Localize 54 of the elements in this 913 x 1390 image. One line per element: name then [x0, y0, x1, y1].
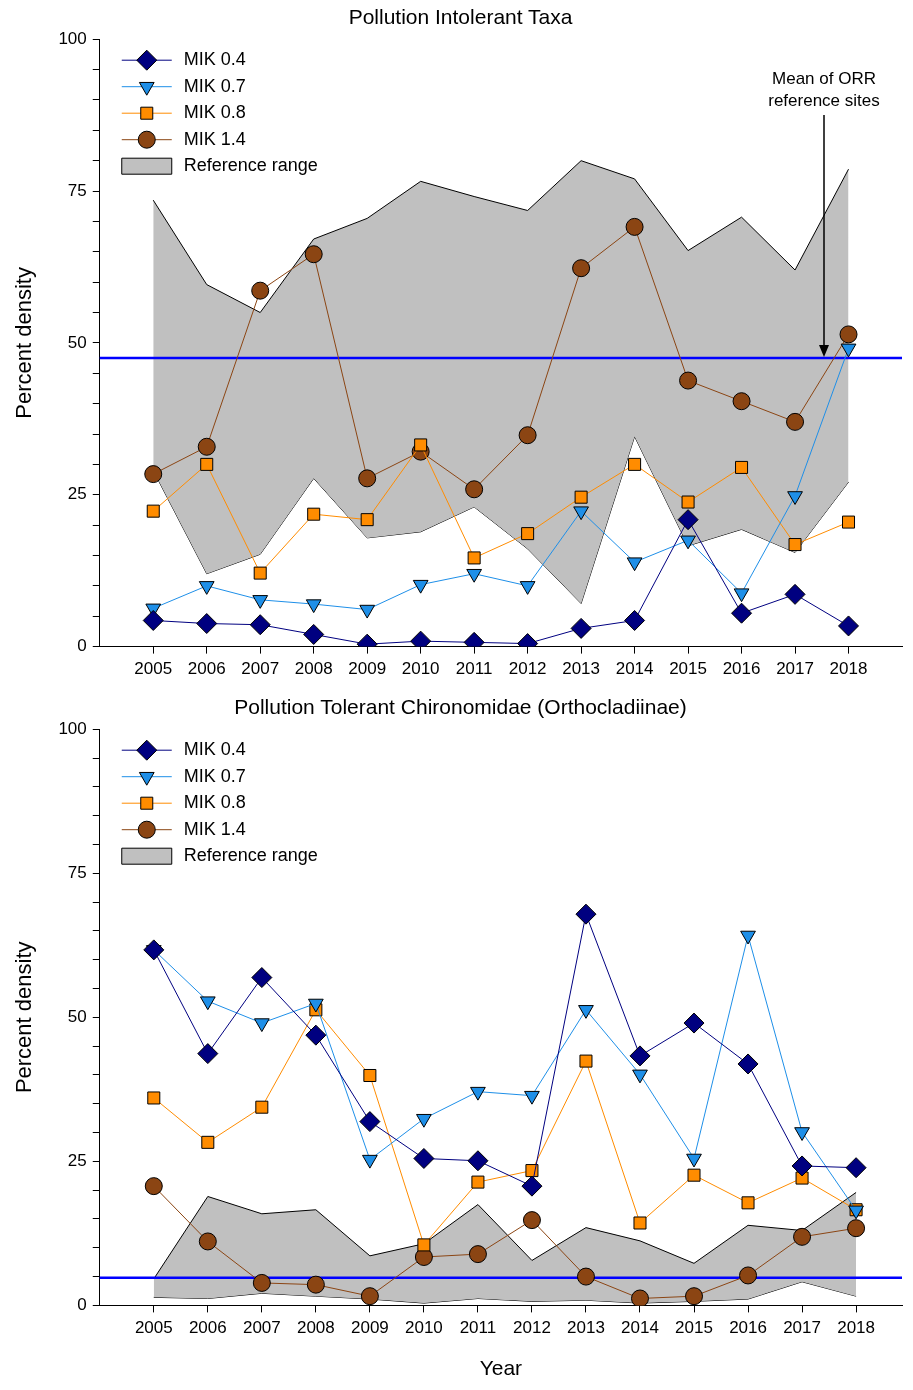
y-tick-label: 50: [67, 332, 87, 352]
x-axis-title: Year: [479, 1356, 523, 1380]
x-tick-label: 2018: [829, 659, 868, 679]
x-tick-label: 2015: [675, 1318, 713, 1338]
legend-label: MIK 0.8: [183, 792, 246, 813]
legend-label: MIK 0.4: [183, 739, 246, 760]
x-tick-label: 2008: [294, 659, 333, 679]
x-tick-label: 2013: [567, 1318, 605, 1338]
x-tick-label: 2005: [134, 659, 173, 679]
x-tick-label: 2007: [241, 659, 280, 679]
x-tick-label: 2010: [404, 1318, 443, 1338]
legend-label: MIK 0.8: [183, 102, 246, 123]
legend-label: MIK 1.4: [183, 818, 246, 839]
y-tick-label: 75: [67, 180, 87, 200]
y-tick-label: 25: [67, 484, 87, 504]
chart-title: Pollution Tolerant Chironomidae (Orthocladiinae): [234, 695, 687, 719]
legend-label: MIK 0.7: [183, 75, 246, 96]
x-tick-label: 2007: [242, 1318, 281, 1338]
x-tick-label: 2008: [296, 1318, 335, 1338]
x-tick-label: 2009: [350, 1318, 389, 1338]
x-tick-label: 2017: [776, 659, 814, 679]
x-tick-label: 2011: [459, 1318, 497, 1338]
x-tick-label: 2016: [729, 1318, 767, 1338]
y-tick-label: 100: [58, 718, 87, 738]
x-tick-label: 2015: [669, 659, 707, 679]
legend-label: MIK 1.4: [183, 128, 246, 149]
x-tick-label: 2014: [621, 1318, 659, 1338]
legend-label: Reference range: [183, 845, 318, 866]
x-tick-label: 2010: [401, 659, 440, 679]
y-tick-label: 100: [58, 28, 87, 48]
legend-label: MIK 0.4: [183, 49, 246, 70]
y-tick-label: 75: [67, 862, 87, 882]
x-tick-label: 2014: [615, 659, 654, 679]
x-tick-label: 2011: [455, 659, 493, 679]
x-tick-label: 2017: [783, 1318, 821, 1338]
x-tick-label: 2005: [134, 1318, 173, 1338]
x-tick-label: 2013: [562, 659, 601, 679]
x-tick-label: 2012: [508, 659, 547, 679]
x-tick-label: 2006: [188, 1318, 227, 1338]
x-tick-label: 2006: [187, 659, 226, 679]
x-tick-label: 2009: [348, 659, 387, 679]
x-tick-label: 2018: [837, 1318, 875, 1338]
y-tick-label: 0: [77, 636, 87, 656]
y-tick-label: 0: [77, 1295, 87, 1315]
legend-label: Reference range: [183, 155, 318, 176]
legend-label: MIK 0.7: [183, 765, 246, 786]
x-tick-label: 2016: [722, 659, 761, 679]
annotation: Mean of ORR reference sites: [768, 68, 880, 110]
y-tick-label: 50: [67, 1006, 87, 1026]
chart-title: Pollution Intolerant Taxa: [348, 5, 573, 29]
y-axis-title: Percent density: [11, 941, 37, 1094]
y-axis-title: Percent density: [11, 267, 37, 419]
y-tick-label: 25: [67, 1151, 87, 1171]
x-tick-label: 2012: [513, 1318, 551, 1338]
